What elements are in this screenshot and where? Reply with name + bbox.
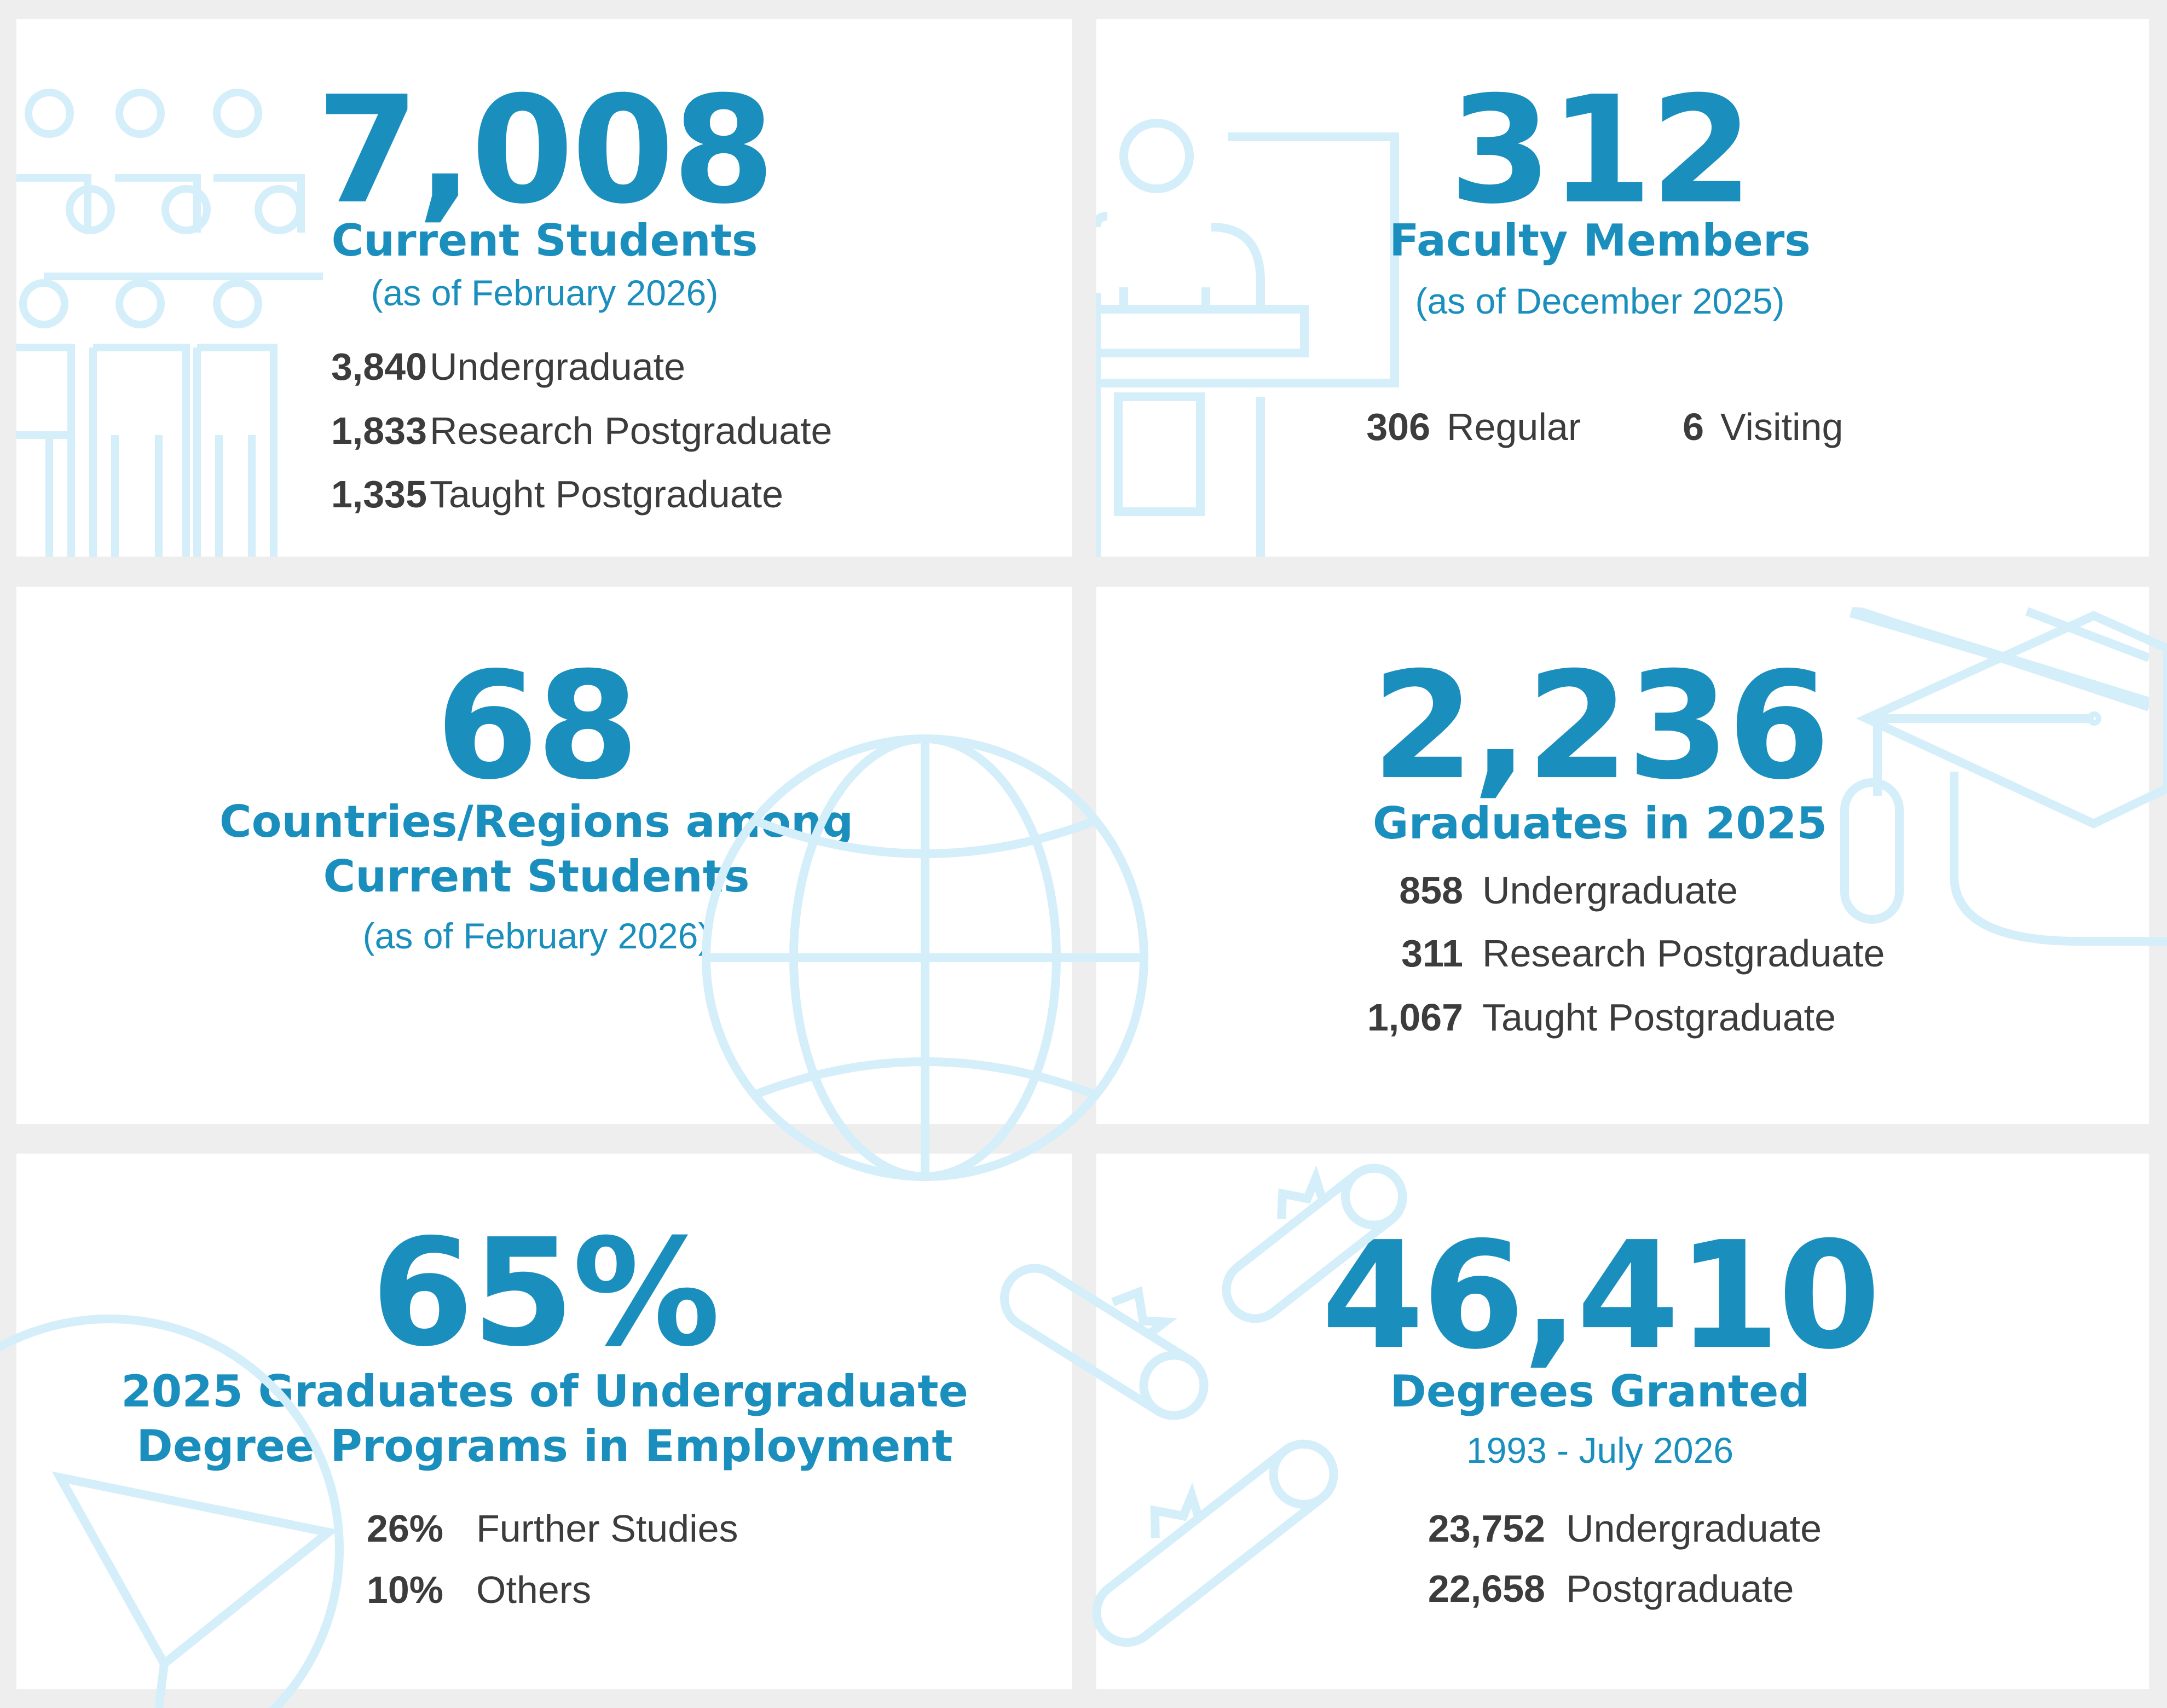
list-item: 1,335 [290, 470, 427, 519]
degrees-granted-title: Degrees Granted [1390, 1366, 1810, 1417]
card-current-students: 7,008 Current Students (as of February 2… [16, 19, 1072, 557]
stat-label: Undergraduate [430, 345, 685, 388]
stat-label: Further Studies [476, 1507, 738, 1550]
list-item: 858 [1315, 866, 1463, 915]
list-item: 306 [1315, 402, 1430, 451]
stat-number: 23,752 [1428, 1507, 1545, 1550]
graduates-title: Graduates in 2025 [1372, 798, 1828, 849]
card-employment: 65% 2025 Graduates of Undergraduate Degr… [16, 1154, 1072, 1689]
list-item: Undergraduate [430, 342, 868, 391]
stat-number: 26% [366, 1507, 443, 1550]
list-item: 26% [317, 1504, 443, 1553]
stat-label: Others [476, 1568, 592, 1611]
stat-label: Regular [1447, 406, 1581, 448]
employment-title-line1: 2025 Graduates of Undergraduate [121, 1366, 968, 1417]
countries-count: 68 [436, 640, 639, 812]
list-item: Others [476, 1565, 859, 1614]
faculty-members-title: Faculty Members [1389, 215, 1811, 266]
card-faculty-members: 312 Faculty Members (as of December 2025… [1096, 19, 2149, 557]
list-item: 6 [1644, 402, 1704, 451]
stat-label: Taught Postgraduate [1482, 996, 1836, 1039]
card-degrees-granted: 46,410 Degrees Granted 1993 - July 2026 … [1096, 1154, 2149, 1689]
list-item: 23,752 [1315, 1504, 1545, 1553]
list-item: Undergraduate [1482, 866, 1920, 915]
stat-number: 6 [1683, 406, 1704, 448]
stat-label: Undergraduate [1566, 1507, 1822, 1550]
degrees-granted-subtitle: 1993 - July 2026 [1466, 1430, 1733, 1470]
stat-label: Visiting [1720, 406, 1844, 448]
list-item: 1,833 [290, 406, 427, 455]
stat-number: 311 [1401, 932, 1463, 975]
countries-title-line1: Countries/Regions among [219, 796, 854, 847]
stat-label: Research Postgraduate [430, 409, 833, 452]
graduates-count: 2,236 [1371, 640, 1830, 812]
countries-title-line2: Current Students [323, 851, 750, 902]
stat-number: 306 [1366, 406, 1430, 448]
stat-number: 22,658 [1428, 1567, 1545, 1610]
faculty-members-count: 312 [1449, 64, 1753, 236]
list-item: 3,840 [290, 342, 427, 391]
stat-label: Research Postgraduate [1482, 932, 1885, 975]
list-item: 1,067 [1315, 993, 1463, 1042]
stat-number: 3,840 [331, 345, 427, 388]
list-item: Research Postgraduate [1482, 929, 1920, 978]
stat-label: Undergraduate [1482, 869, 1738, 912]
stat-number: 1,335 [331, 473, 427, 516]
list-item: Taught Postgraduate [1482, 993, 1920, 1042]
current-students-title: Current Students [331, 215, 758, 266]
card-countries-regions: 68 Countries/Regions among Current Stude… [16, 587, 1072, 1124]
stat-number: 1,833 [331, 409, 427, 452]
card-graduates: 2,236 Graduates in 2025 858 Undergraduat… [1096, 587, 2149, 1124]
list-item: 22,658 [1315, 1564, 1545, 1613]
countries-subtitle: (as of February 2026) [362, 916, 710, 956]
employment-percent: 65% [371, 1207, 720, 1379]
people-icon [16, 89, 323, 557]
list-item: Postgraduate [1566, 1564, 1949, 1613]
list-item: Visiting [1720, 402, 1939, 451]
list-item: 311 [1315, 929, 1463, 978]
stat-label: Taught Postgraduate [430, 473, 784, 516]
stat-number: 10% [366, 1568, 443, 1611]
list-item: Research Postgraduate [430, 406, 868, 455]
list-item: 10% [317, 1565, 443, 1614]
degrees-granted-count: 46,410 [1321, 1209, 1881, 1382]
stat-label: Postgraduate [1566, 1567, 1794, 1610]
employment-title-line2: Degree Programs in Employment [136, 1421, 953, 1472]
list-item: Taught Postgraduate [430, 470, 868, 519]
list-item: Further Studies [476, 1504, 859, 1553]
faculty-members-subtitle: (as of December 2025) [1415, 281, 1785, 321]
current-students-subtitle: (as of February 2026) [371, 273, 719, 313]
list-item: Undergraduate [1566, 1504, 1949, 1553]
stat-number: 1,067 [1367, 996, 1463, 1039]
stat-number: 858 [1399, 869, 1463, 912]
lecturer-podium-icon [1096, 119, 1399, 557]
current-students-count: 7,008 [316, 64, 775, 236]
list-item: Regular [1447, 402, 1666, 451]
